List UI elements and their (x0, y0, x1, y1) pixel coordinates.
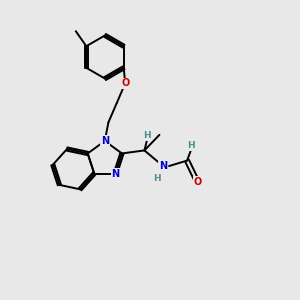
Text: O: O (121, 78, 129, 88)
Text: N: N (101, 136, 109, 146)
Text: H: H (187, 141, 194, 150)
Text: H: H (153, 174, 161, 183)
Text: O: O (194, 177, 202, 187)
Text: N: N (101, 136, 109, 146)
Text: N: N (159, 161, 167, 171)
Text: H: H (143, 131, 151, 140)
Text: N: N (111, 169, 119, 178)
